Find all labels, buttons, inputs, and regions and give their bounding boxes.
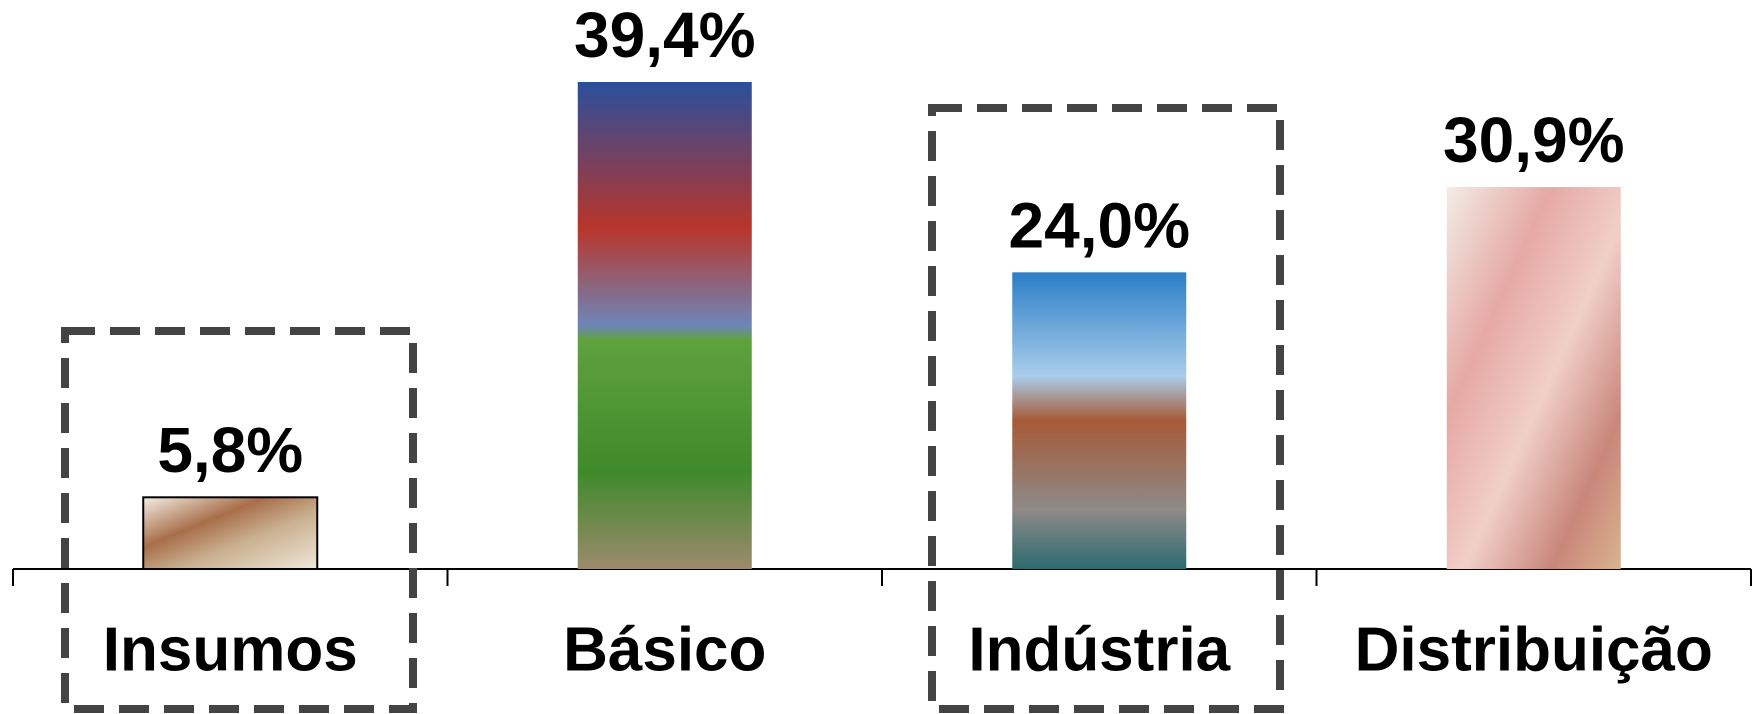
bar xyxy=(142,496,319,570)
bar xyxy=(577,82,752,569)
highlight-box xyxy=(928,104,1284,713)
value-label: 39,4% xyxy=(574,0,755,71)
bar xyxy=(1446,187,1621,569)
highlight-box xyxy=(61,327,417,713)
value-label: 24,0% xyxy=(1009,189,1190,261)
x-tick-label: Insumos xyxy=(103,615,358,684)
bar xyxy=(1012,272,1187,569)
x-tick-label: Básico xyxy=(563,615,766,684)
x-tick-label: Indústria xyxy=(968,615,1230,684)
x-tick-label: Distribuição xyxy=(1355,615,1713,684)
value-label: 30,9% xyxy=(1443,104,1624,176)
value-label: 5,8% xyxy=(157,414,303,486)
